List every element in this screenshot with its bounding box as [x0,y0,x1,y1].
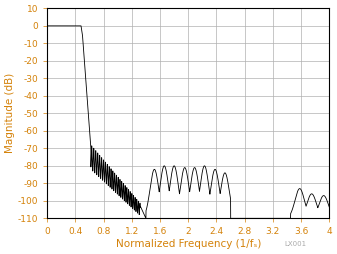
Y-axis label: Magnitude (dB): Magnitude (dB) [5,73,15,153]
Text: LX001: LX001 [284,241,307,247]
X-axis label: Normalized Frequency (1/fₛ): Normalized Frequency (1/fₛ) [116,239,261,249]
